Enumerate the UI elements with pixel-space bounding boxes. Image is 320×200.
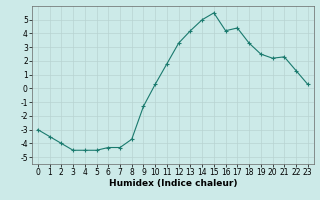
X-axis label: Humidex (Indice chaleur): Humidex (Indice chaleur) (108, 179, 237, 188)
